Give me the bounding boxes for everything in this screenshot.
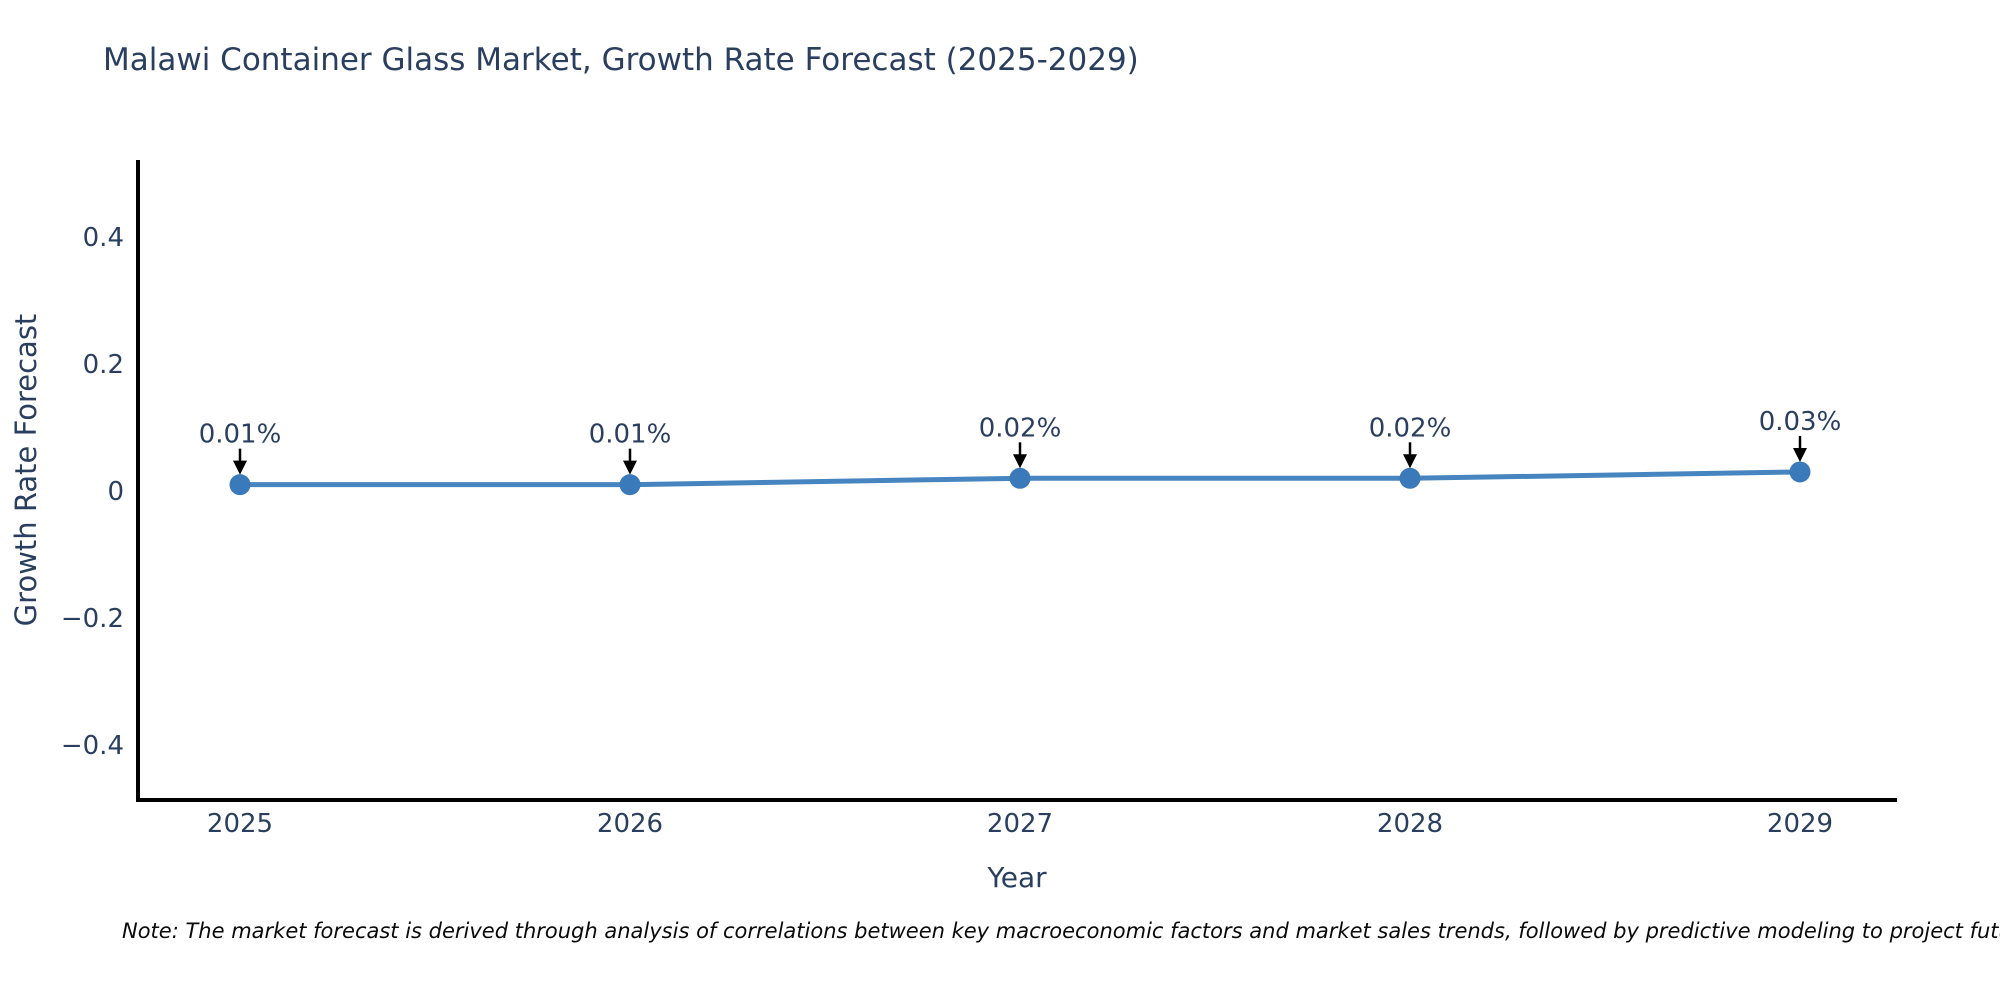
chart-title: Malawi Container Glass Market, Growth Ra… [103,42,1139,78]
y-tick-label: −0.4 [61,731,124,761]
data-point-marker [619,474,641,496]
data-point-marker [1399,467,1421,489]
x-tick-label: 2028 [1377,809,1443,839]
data-point-marker [1009,467,1031,489]
y-tick-label: 0.2 [83,350,124,380]
x-tick-label: 2027 [987,809,1053,839]
annotation-arrowhead-icon [1013,454,1027,469]
point-value-label: 0.01% [199,420,282,450]
footnote: Note: The market forecast is derived thr… [122,919,2000,943]
y-tick-label: −0.2 [61,604,124,634]
data-point-marker [1789,461,1811,483]
x-tick-label: 2025 [207,809,273,839]
growth-rate-series [229,461,1811,496]
data-point-marker [229,474,251,496]
annotation-arrowhead-icon [1793,447,1807,462]
point-value-label: 0.03% [1759,407,1842,437]
x-axis-label: Year [987,861,1047,894]
point-value-label: 0.02% [1369,413,1452,443]
annotation-arrowhead-icon [1403,454,1417,469]
y-tick-label: 0 [107,477,124,507]
point-value-label: 0.01% [589,420,672,450]
x-tick-label: 2026 [597,809,663,839]
axes [136,160,1897,802]
annotation-arrowhead-icon [233,460,247,475]
y-tick-labels: 0.4 0.2 0 −0.2 −0.4 [61,223,124,761]
y-tick-label: 0.4 [83,223,124,253]
x-tick-label: 2029 [1767,809,1833,839]
x-tick-labels: 2025 2026 2027 2028 2029 [207,809,1833,839]
point-value-label: 0.02% [979,413,1062,443]
point-annotations: 0.01% 0.01% 0.02% 0.02% 0.03% [199,407,1842,475]
annotation-arrowhead-icon [623,460,637,475]
